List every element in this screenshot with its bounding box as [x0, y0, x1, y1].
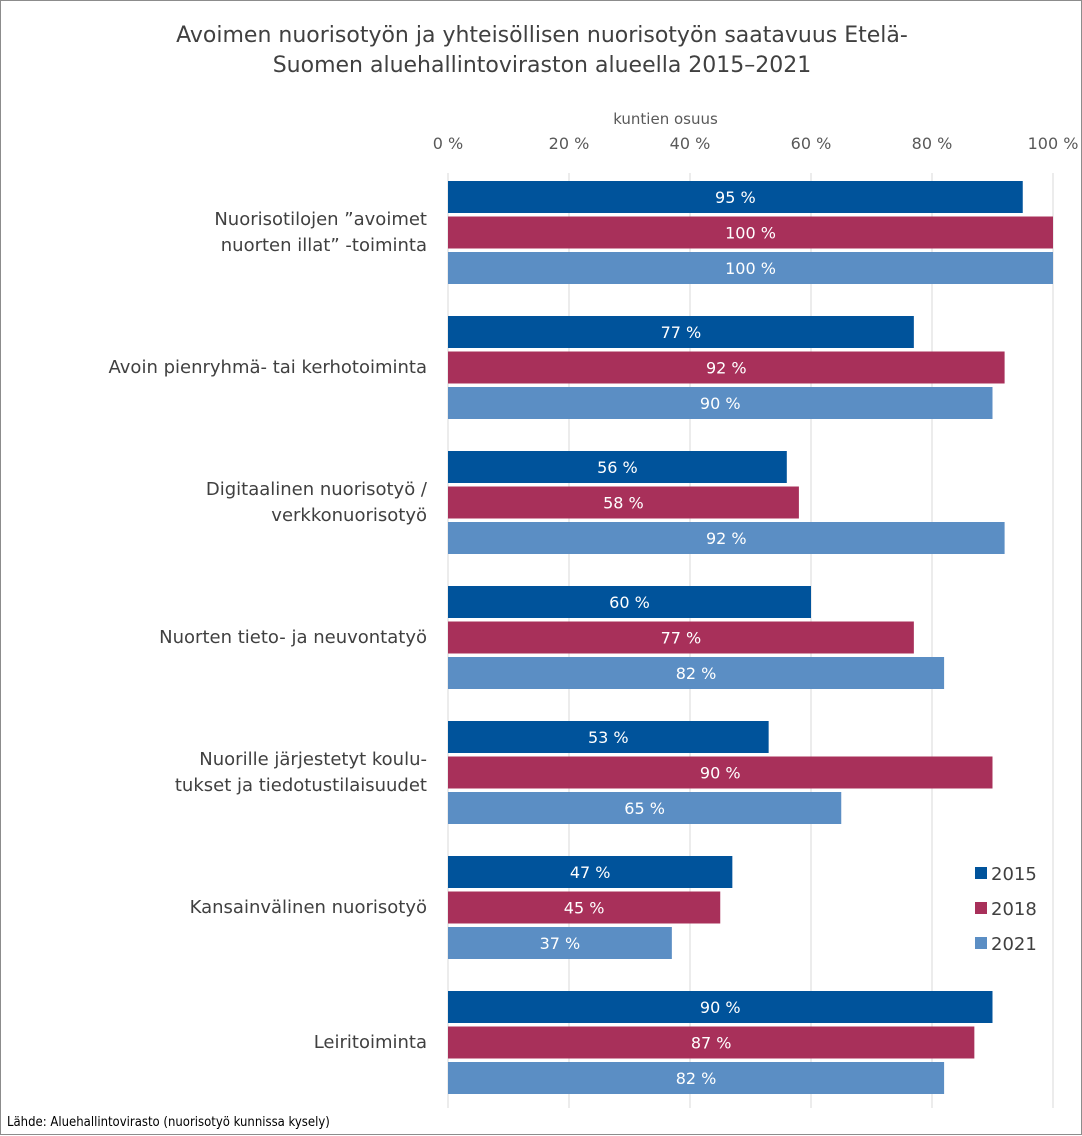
chart-title-line-1: Avoimen nuorisotyön ja yhteisöllisen nuo… [176, 23, 908, 48]
bar [448, 657, 945, 689]
bar [448, 856, 733, 888]
x-tick-label: 20 % [549, 134, 590, 153]
bar-data-label: 90 % [700, 764, 741, 783]
bar-data-label: 87 % [691, 1034, 732, 1053]
bar [448, 181, 1023, 213]
category-label: Avoin pienryhmä- tai kerhotoiminta [97, 355, 427, 381]
bar [448, 316, 914, 348]
bar-data-label: 65 % [624, 799, 665, 818]
bar-data-label: 92 % [706, 359, 747, 378]
bar [448, 522, 1005, 554]
category-label: Leiritoiminta [97, 1030, 427, 1056]
category-label-line: Leiritoiminta [313, 1031, 427, 1053]
bar [448, 451, 787, 483]
legend-swatch [975, 902, 987, 914]
bar-data-label: 90 % [700, 394, 741, 413]
bar [448, 991, 993, 1023]
bar-data-label: 100 % [725, 224, 776, 243]
category-label: Nuorten tieto- ja neuvontatyö [97, 625, 427, 651]
bar-data-label: 95 % [715, 188, 756, 207]
bar-data-label: 82 % [676, 664, 717, 683]
bar [448, 927, 672, 959]
bar [448, 756, 993, 789]
bar [448, 351, 1005, 384]
category-label-line: Nuorisotilojen ”avoimet [214, 208, 427, 230]
x-tick-label: 80 % [912, 134, 953, 153]
source-note: Lähde: Aluehallintovirasto (nuorisotyö k… [7, 1115, 330, 1130]
x-axis-title: kuntien osuus [613, 110, 718, 128]
x-tick-label: 0 % [433, 134, 463, 153]
bar-data-label: 53 % [588, 728, 629, 747]
bar-data-label: 82 % [676, 1069, 717, 1088]
category-label-line: Nuorille järjestetyt koulu- [199, 748, 427, 770]
bar-data-label: 47 % [570, 863, 611, 882]
bar-data-label: 45 % [564, 899, 605, 918]
chart-title-line-2: Suomen aluehallintoviraston alueella 201… [272, 53, 812, 78]
legend-swatch [975, 867, 987, 879]
bar-data-label: 92 % [706, 529, 747, 548]
category-label-line: nuorten illat” -toiminta [220, 234, 427, 256]
category-label: Nuorille järjestetyt koulu-tukset ja tie… [97, 747, 427, 799]
legend-label: 2018 [991, 899, 1037, 920]
x-tick-label: 100 % [1028, 134, 1079, 153]
bar [448, 252, 1053, 284]
legend-item: 2021 [975, 934, 1037, 956]
bar [448, 792, 842, 824]
category-label-line: Digitaalinen nuorisotyö / [205, 478, 427, 500]
category-label-line: Nuorten tieto- ja neuvontatyö [159, 626, 427, 648]
bar [448, 1062, 945, 1094]
legend-swatch [975, 937, 987, 949]
bar-data-label: 37 % [540, 934, 581, 953]
bar-data-label: 60 % [609, 593, 650, 612]
bar-data-label: 77 % [661, 629, 702, 648]
bar [448, 486, 799, 519]
bar [448, 621, 914, 654]
bar [448, 216, 1053, 249]
bar [448, 891, 721, 924]
bar-data-label: 100 % [725, 259, 776, 278]
legend-item: 2018 [975, 899, 1037, 921]
bar [448, 721, 769, 753]
bar [448, 387, 993, 419]
category-label: Kansainvälinen nuorisotyö [97, 895, 427, 921]
bar-data-label: 58 % [603, 494, 644, 513]
bar [448, 1026, 975, 1059]
x-tick-label: 40 % [670, 134, 711, 153]
bar-data-label: 77 % [661, 323, 702, 342]
category-label: Digitaalinen nuorisotyö / verkkonuorisoty… [97, 477, 427, 529]
category-label-line: Kansainvälinen nuorisotyö [189, 896, 427, 918]
legend-label: 2015 [991, 864, 1037, 885]
bar-data-label: 56 % [597, 458, 638, 477]
x-tick-label: 60 % [791, 134, 832, 153]
category-label-line: Avoin pienryhmä- tai kerhotoiminta [108, 356, 427, 378]
bar-data-label: 90 % [700, 998, 741, 1017]
legend-label: 2021 [991, 934, 1037, 955]
category-label-line: verkkonuorisotyö [271, 504, 427, 526]
legend-item: 2015 [975, 864, 1037, 886]
category-label: Nuorisotilojen ”avoimet nuorten illat” -t… [97, 207, 427, 259]
category-label-line: tukset ja tiedotustilaisuudet [174, 774, 427, 796]
bar [448, 586, 811, 618]
